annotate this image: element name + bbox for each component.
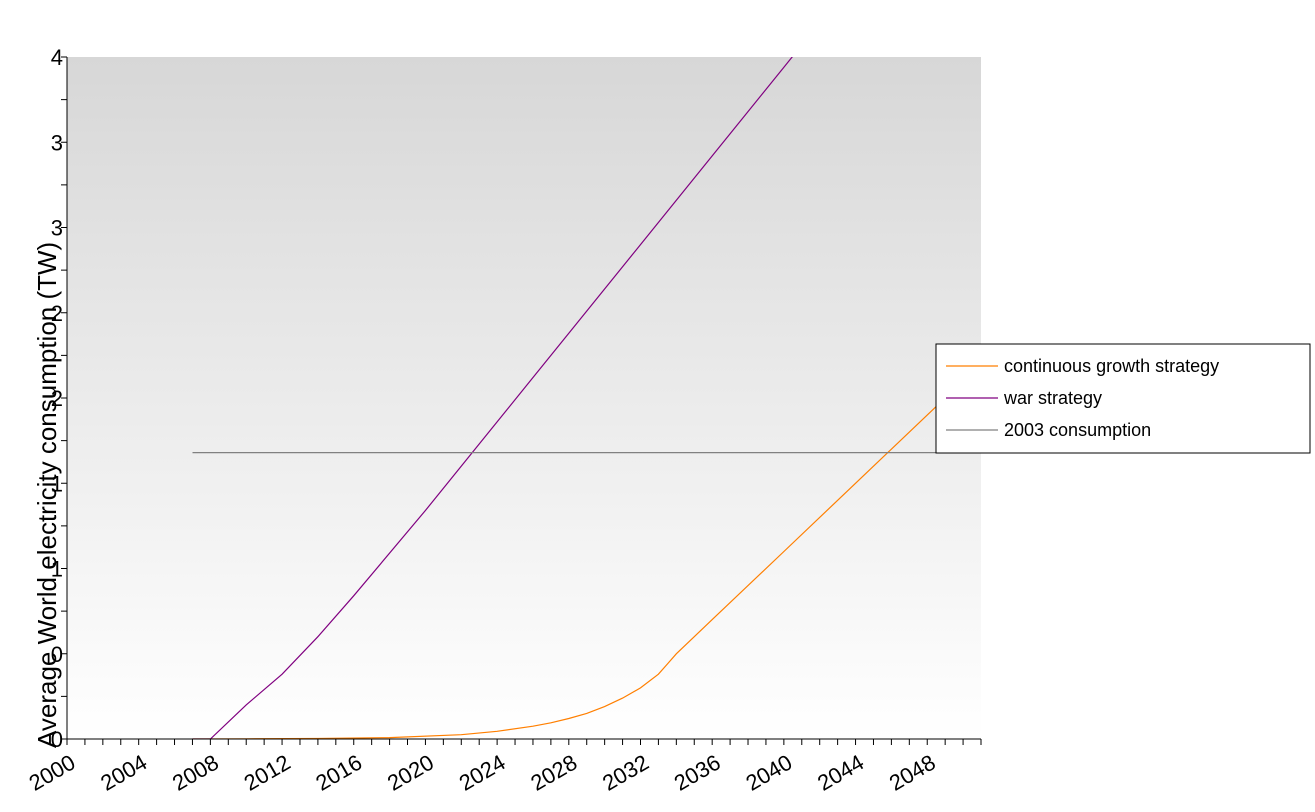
legend-box xyxy=(935,343,1311,454)
y-tick-label: 2 xyxy=(51,301,63,326)
y-tick-label: 4 xyxy=(51,45,63,70)
series-line-0 xyxy=(192,363,981,739)
legend-label: 2003 consumption xyxy=(1004,420,1151,440)
x-tick-label: 2020 xyxy=(383,750,438,796)
x-tick-label: 2004 xyxy=(96,750,151,796)
y-tick-label: 3 xyxy=(51,130,63,155)
series-layer xyxy=(192,57,981,739)
series-line-1 xyxy=(192,57,793,739)
x-tick-label: 2012 xyxy=(240,750,295,796)
x-tick-label: 2032 xyxy=(598,750,653,796)
x-tick-label: 2008 xyxy=(168,750,223,796)
x-tick-label: 2028 xyxy=(526,750,581,796)
x-tick-label: 2024 xyxy=(455,750,510,796)
x-tick-label: 2048 xyxy=(885,750,940,796)
plot-area xyxy=(67,57,981,739)
y-tick-label: 1 xyxy=(51,557,63,582)
legend: continuous growth strategy war strategy 20… xyxy=(935,343,1311,454)
y-tick-label: 2 xyxy=(51,386,63,411)
y-axis-label: Average World electricity consumption (T… xyxy=(32,242,62,748)
y-tick-label: 3 xyxy=(51,216,63,241)
legend-label: continuous growth strategy xyxy=(1004,356,1219,376)
y-tick-label: 0 xyxy=(51,727,63,752)
x-tick-label: 2040 xyxy=(741,750,796,796)
x-tick-label: 2036 xyxy=(670,750,725,796)
y-tick-label: 0 xyxy=(51,642,63,667)
x-tick-label: 2016 xyxy=(311,750,366,796)
x-tick-label: 2000 xyxy=(25,750,80,796)
legend-label: war strategy xyxy=(1003,388,1102,408)
y-tick-label: 1 xyxy=(51,471,63,496)
x-tick-label: 2044 xyxy=(813,750,868,796)
